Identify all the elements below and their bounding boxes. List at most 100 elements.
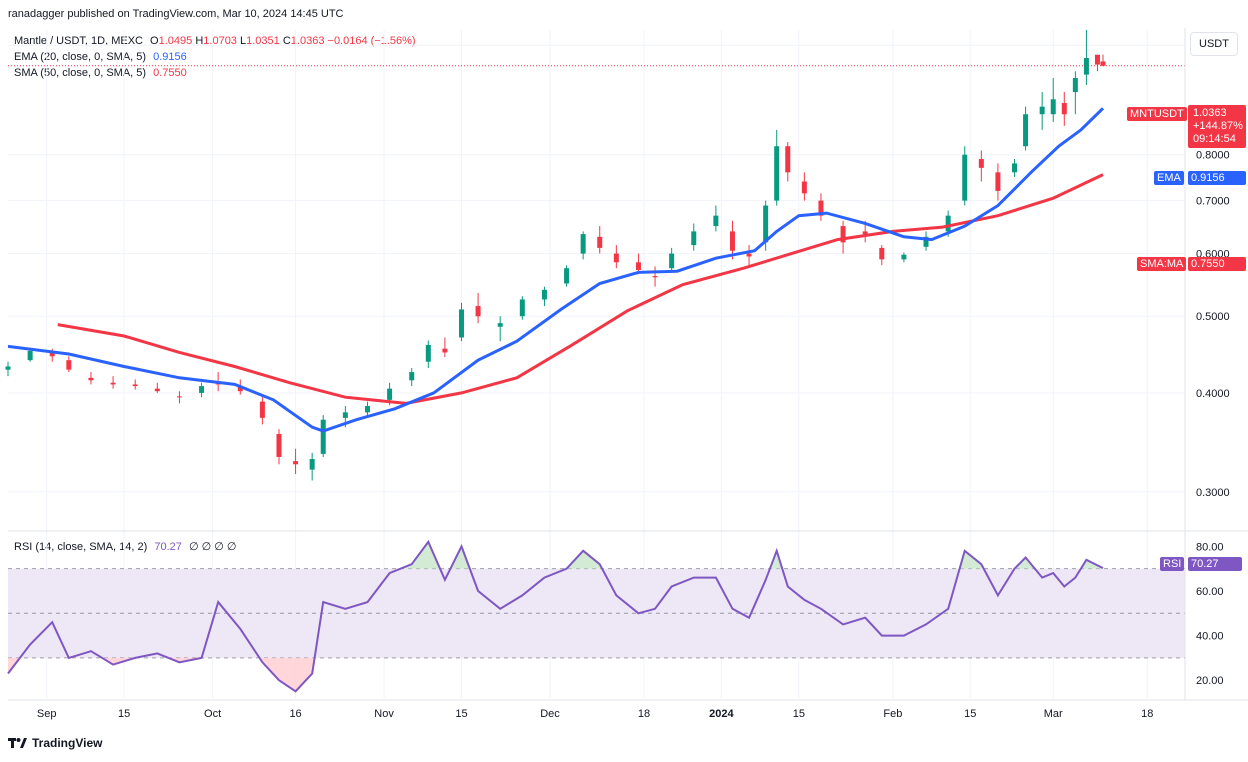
time-tick-label: 16 [289, 708, 301, 720]
rsi-line [7, 539, 1104, 693]
candle-body [27, 350, 33, 361]
time-tick-label: Feb [883, 708, 902, 720]
candle-body [862, 231, 868, 235]
rsi-overbought-fill [400, 541, 1104, 569]
candle [259, 396, 265, 425]
candle [580, 231, 586, 260]
candle-body [497, 323, 503, 327]
candle-body [652, 276, 658, 278]
candle [840, 220, 846, 254]
price-tick-label: 0.4000 [1196, 388, 1230, 400]
candle [652, 266, 658, 287]
time-tick-label: Nov [374, 708, 394, 720]
candle-body [364, 406, 370, 413]
time-tick-label: 15 [118, 708, 130, 720]
candle-body [342, 412, 348, 418]
candle [1094, 54, 1100, 72]
candle-body [962, 154, 968, 201]
grid [8, 30, 1185, 698]
candle-body [132, 384, 138, 387]
candle-body [541, 289, 547, 300]
rsi-tick-label: 20.00 [1196, 675, 1224, 687]
close-label: C [282, 35, 291, 47]
low-label: L [240, 35, 247, 47]
candle-body [978, 159, 984, 168]
candle-body [1094, 54, 1100, 65]
candle [923, 231, 929, 251]
candle [669, 247, 675, 272]
candle-body [387, 388, 393, 400]
candle-body [519, 299, 525, 317]
candle [88, 372, 94, 385]
candle-body [1012, 163, 1018, 173]
high-value: 1.0703 [203, 35, 237, 47]
candle-body [88, 377, 94, 381]
candle-body [1039, 106, 1045, 115]
candle-body [5, 366, 11, 370]
candle [1083, 30, 1089, 85]
candle-body [691, 231, 697, 246]
ema-tag-label: EMA [1154, 171, 1184, 185]
candle [154, 382, 160, 393]
candle-body [597, 236, 603, 248]
candle-body [635, 262, 641, 271]
candle [409, 368, 415, 387]
candle [785, 142, 791, 182]
sma-legend-value: 0.7550 [153, 67, 187, 79]
candle-body [276, 433, 282, 457]
rsi-tick-label: 60.00 [1196, 586, 1224, 598]
candle [691, 223, 697, 251]
candle-body [763, 205, 769, 243]
candle [458, 302, 464, 342]
tradingview-brand[interactable]: TradingView [8, 736, 102, 750]
candle [293, 448, 299, 474]
sma-tag-label: SMA:MA [1137, 257, 1187, 271]
candle-body [1072, 78, 1078, 93]
time-tick-label: 15 [793, 708, 805, 720]
candle-body [259, 401, 265, 418]
candle [176, 391, 182, 404]
candle [1023, 106, 1029, 151]
candle-body [199, 386, 205, 393]
price-tick-label: 0.8000 [1196, 150, 1230, 162]
currency-button[interactable]: USDT [1190, 32, 1238, 56]
candle [729, 220, 735, 260]
sma-tag-value: 0.7550 [1188, 257, 1246, 271]
candle [774, 129, 780, 206]
candle-body [840, 226, 846, 243]
ema-line [7, 107, 1105, 433]
candle [597, 226, 603, 254]
rsi-axis: 80.00 60.00 40.00 20.00 [1196, 541, 1224, 687]
open-value: 1.0495 [158, 35, 193, 47]
candle-body [564, 268, 570, 284]
close-value: 1.0363 [290, 35, 325, 47]
high-label: H [195, 35, 204, 47]
rsi-tick-label: 40.00 [1196, 631, 1224, 643]
time-tick-label: Dec [540, 708, 560, 720]
candle-body [746, 253, 752, 257]
candle-body [1050, 99, 1056, 115]
symbol-tag: MNTUSDT [1127, 107, 1187, 121]
rsi-tag-value: 70.27 [1188, 557, 1242, 571]
time-tick-label: 18 [1141, 708, 1153, 720]
candle-body [613, 253, 619, 263]
candle-body [293, 461, 299, 465]
candle [110, 376, 116, 389]
publisher-line: ranadagger published on TradingView.com,… [8, 8, 344, 20]
candle [1039, 92, 1045, 130]
candle-body [713, 215, 719, 227]
candles [5, 30, 1106, 481]
rsi-legend-label: RSI (14, close, SMA, 14, 2) [14, 541, 148, 553]
candle-body [818, 200, 824, 216]
candle [27, 348, 33, 362]
candle [541, 286, 547, 307]
candle-body [785, 146, 791, 173]
ema-legend-value: 0.9156 [153, 51, 187, 63]
candle [818, 193, 824, 221]
price-tick-label: 0.3000 [1196, 487, 1230, 499]
candle-body [309, 459, 315, 470]
candle [309, 452, 315, 481]
candle-body [923, 236, 929, 247]
candle [713, 205, 719, 232]
